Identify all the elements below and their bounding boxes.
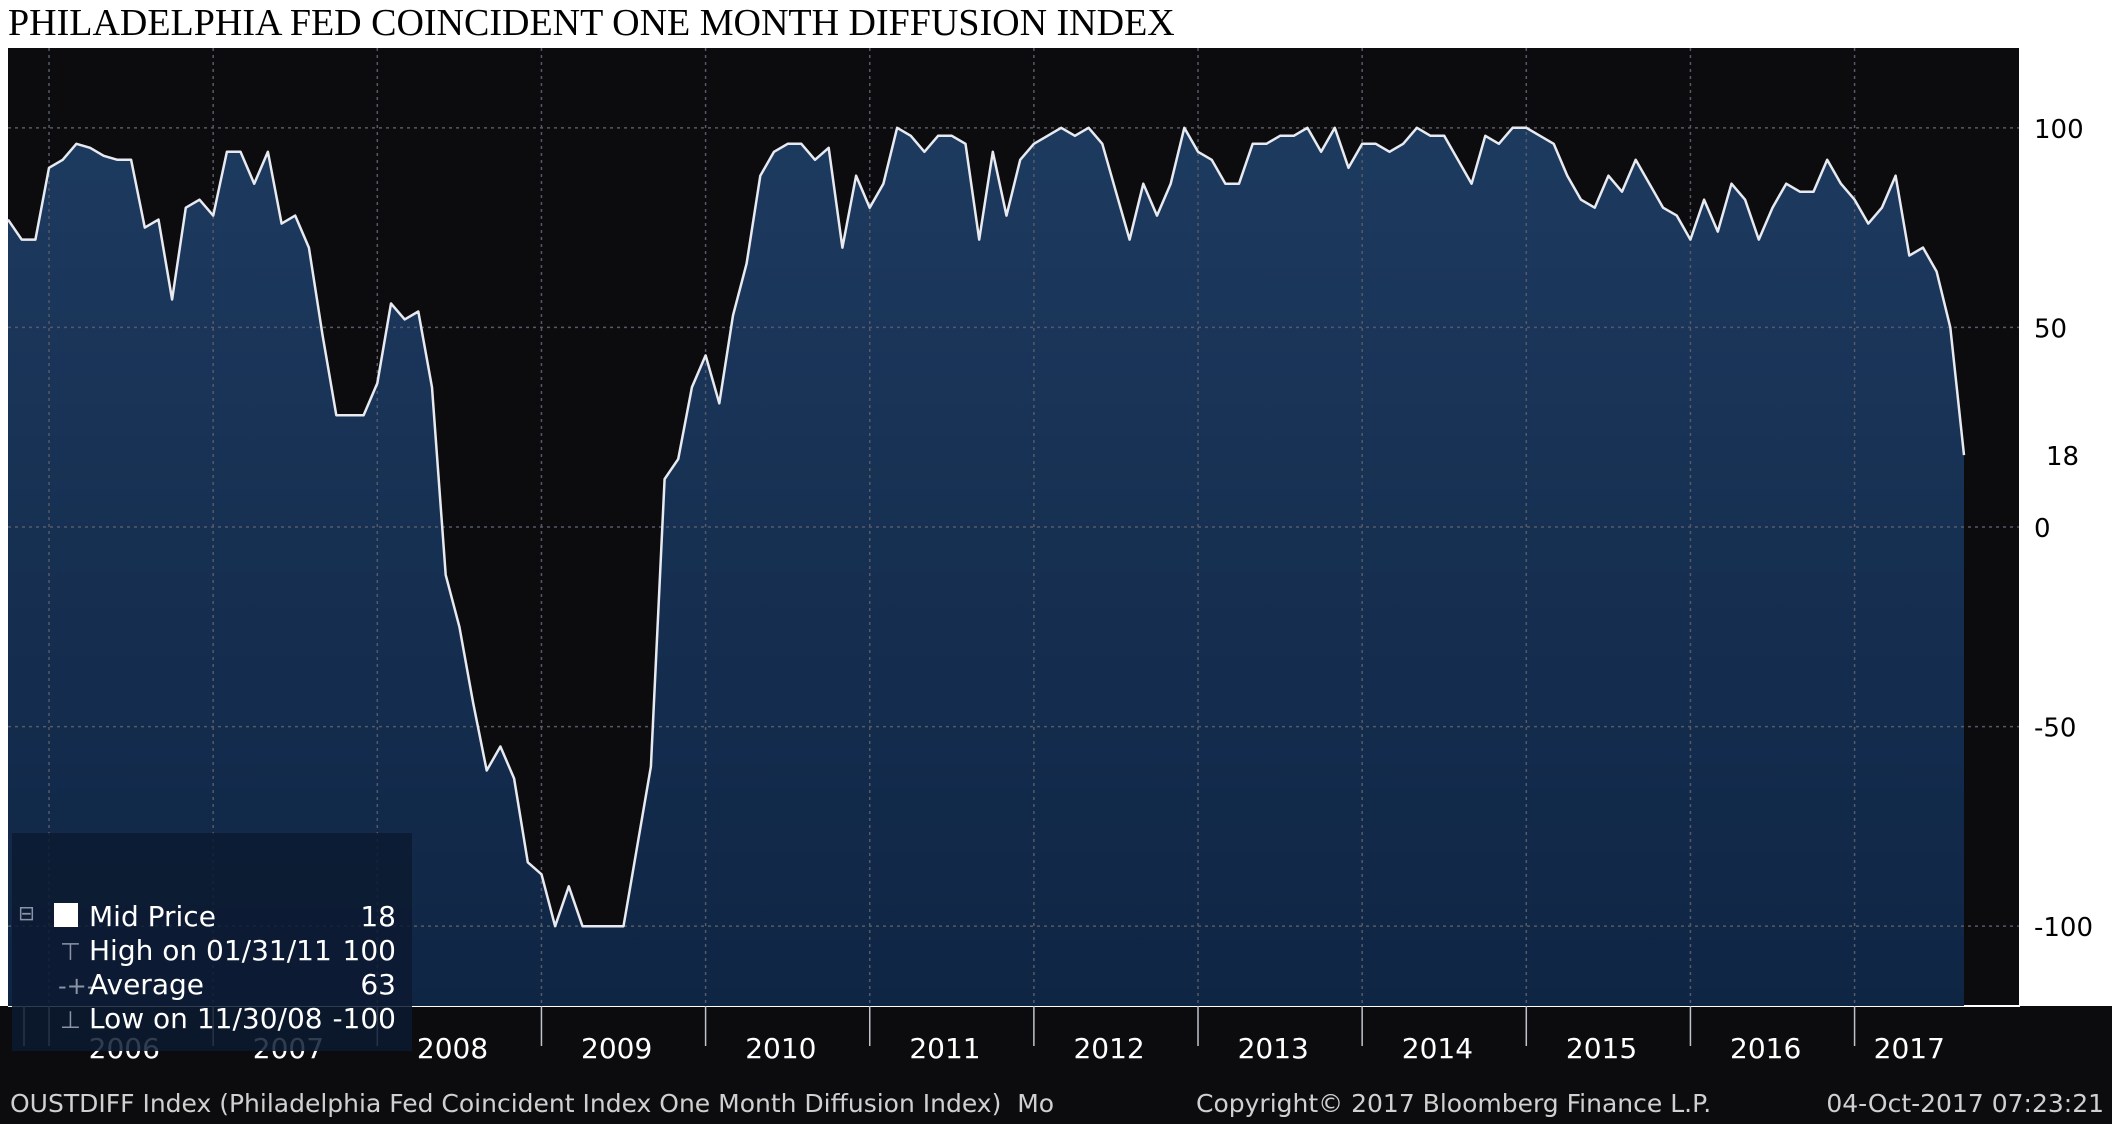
legend-background <box>12 833 412 1051</box>
x-tick-label: 2012 <box>1073 1032 1144 1065</box>
footer-timestamp: 04-Oct-2017 07:23:21 <box>1826 1089 2104 1118</box>
x-tick-label: 2008 <box>417 1032 488 1065</box>
x-tick-label: 2009 <box>581 1032 652 1065</box>
area-layer <box>8 127 1964 1007</box>
y-tick-label: 50 <box>2034 314 2067 344</box>
x-tick-label: 2013 <box>1238 1032 1309 1065</box>
last-value-tag-label: 18 <box>2046 442 2079 472</box>
x-tick-label: 2016 <box>1730 1032 1801 1065</box>
x-tick-label: 2015 <box>1566 1032 1637 1065</box>
y-tick-label: -100 <box>2034 913 2093 943</box>
legend-mid-label: Mid Price <box>89 900 216 933</box>
footer-background <box>0 1082 2112 1124</box>
legend-low-label: Low on 11/30/08 <box>89 1002 323 1035</box>
legend-high-label: High on 01/31/11 <box>89 934 332 967</box>
legend-high-value: 100 <box>343 934 396 967</box>
x-tick-label: 2011 <box>909 1032 980 1065</box>
legend: ⊟ Mid Price 18 ⊤ High on 01/31/11 100 -+… <box>12 833 412 1051</box>
legend-mid-value: 18 <box>360 900 396 933</box>
high-marker-icon: ⊤ <box>60 938 81 966</box>
low-marker-icon: ⊥ <box>60 1006 81 1034</box>
y-axis: 100 50 0 -50 -100 <box>2019 48 2093 1006</box>
series-line <box>6 126 1966 928</box>
average-marker-icon: -+- <box>58 972 95 1000</box>
last-value-tag: 18 <box>2026 439 2104 472</box>
legend-collapse-icon[interactable]: ⊟ <box>18 901 35 925</box>
legend-avg-value: 63 <box>360 968 396 1001</box>
legend-avg-label: Average <box>89 968 204 1001</box>
x-tick-label: 2017 <box>1874 1032 1945 1065</box>
y-tick-label: 0 <box>2034 514 2051 544</box>
series-area <box>8 127 1964 1007</box>
footer-copyright: Copyright© 2017 Bloomberg Finance L.P. <box>1196 1089 1711 1118</box>
line-layer <box>6 126 1966 928</box>
y-tick-label: 100 <box>2034 115 2084 145</box>
mid-price-swatch <box>54 903 78 927</box>
legend-low-value: -100 <box>332 1002 396 1035</box>
y-tick-label: -50 <box>2034 714 2076 744</box>
last-value-tag-shape <box>2026 439 2104 472</box>
x-tick-label: 2014 <box>1402 1032 1473 1065</box>
chart-title: PHILADELPHIA FED COINCIDENT ONE MONTH DI… <box>8 2 1175 44</box>
footer-index-description: OUSTDIFF Index (Philadelphia Fed Coincid… <box>10 1089 1054 1118</box>
x-tick-label: 2010 <box>745 1032 816 1065</box>
